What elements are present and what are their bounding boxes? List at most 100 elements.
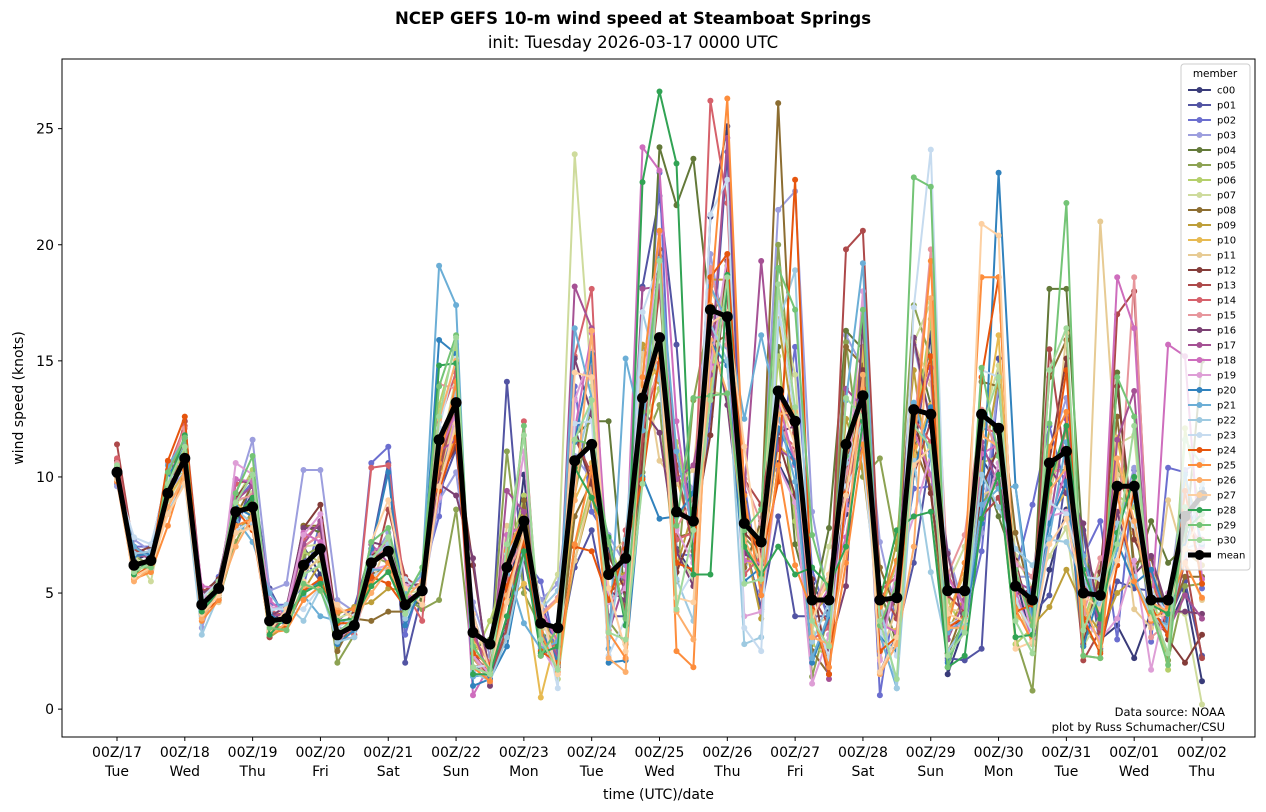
- point-mean: [976, 408, 988, 420]
- legend-label: p02: [1217, 116, 1236, 127]
- point-mean: [823, 594, 835, 606]
- point-p21: [978, 501, 985, 508]
- point-c00: [1131, 655, 1138, 662]
- point-p07: [792, 371, 799, 378]
- point-mean: [247, 501, 259, 513]
- point-mean: [806, 594, 818, 606]
- point-p16: [453, 492, 460, 499]
- x-tick-day-label: Tue: [579, 764, 604, 780]
- point-p21: [673, 448, 680, 455]
- point-p21: [758, 332, 765, 339]
- point-p10: [520, 580, 527, 587]
- point-p20: [402, 622, 409, 629]
- point-p05: [1182, 583, 1188, 590]
- point-p02: [1114, 636, 1121, 643]
- point-p28: [843, 543, 849, 550]
- point-p07: [571, 151, 578, 158]
- point-p22: [351, 634, 358, 641]
- legend-marker: [1196, 117, 1203, 123]
- point-p29: [1063, 200, 1070, 206]
- legend-label: p27: [1217, 491, 1236, 502]
- point-p29: [1080, 652, 1087, 659]
- point-mean: [704, 304, 716, 316]
- legend-item-p21: p21: [1188, 401, 1236, 412]
- legend-marker: [1196, 312, 1203, 318]
- legend-label: p03: [1217, 131, 1236, 142]
- legend-item-p27: p27: [1188, 491, 1236, 502]
- source-annotation: plot by Russ Schumacher/CSU: [1052, 720, 1225, 734]
- legend-item-p06: p06: [1188, 176, 1236, 187]
- x-tick-label: 00Z/19: [228, 745, 278, 761]
- point-p02: [1148, 638, 1155, 645]
- point-p16: [487, 682, 493, 689]
- point-p28: [470, 671, 476, 678]
- point-p04: [792, 541, 799, 548]
- point-mean: [1111, 480, 1123, 492]
- x-tick-label: 00Z/29: [906, 745, 956, 761]
- point-mean: [382, 545, 394, 557]
- point-p28: [656, 88, 663, 95]
- point-p14: [114, 455, 120, 462]
- point-p02: [792, 343, 799, 350]
- point-p09: [1046, 604, 1053, 610]
- point-p17: [758, 258, 765, 264]
- point-p21: [910, 399, 917, 406]
- point-p20: [605, 659, 612, 666]
- point-p30: [385, 534, 392, 541]
- point-p30: [1046, 367, 1053, 374]
- point-p22: [893, 685, 900, 692]
- x-tick-day-label: Sat: [851, 764, 874, 780]
- point-p12: [1182, 659, 1188, 666]
- legend-item-p18: p18: [1188, 356, 1236, 367]
- y-tick-label: 20: [36, 238, 54, 254]
- point-mean: [891, 592, 903, 604]
- point-p30: [1114, 541, 1121, 548]
- point-p23: [639, 309, 646, 316]
- x-tick-day-label: Fri: [787, 764, 804, 780]
- x-tick-day-label: Fri: [312, 764, 329, 780]
- point-p28: [910, 513, 917, 520]
- legend-item-c00: c00: [1188, 86, 1235, 97]
- point-p25: [758, 592, 765, 599]
- point-p05: [1029, 687, 1036, 694]
- legend-label: p20: [1217, 386, 1236, 397]
- legend-marker: [1196, 87, 1203, 93]
- point-p30: [571, 436, 578, 443]
- point-p02: [876, 692, 883, 699]
- legend-label: p05: [1217, 161, 1236, 172]
- axes: 0 5 10 15 20 25 00Z/17 Tue 00Z/18 Wed 00Z/19 Thu 00Z…: [11, 58, 1256, 803]
- point-p23: [300, 606, 307, 613]
- point-p18: [639, 144, 646, 151]
- x-tick-label: 00Z/22: [431, 745, 481, 761]
- point-p04: [1148, 518, 1155, 525]
- point-p05: [775, 241, 782, 248]
- point-p06: [1165, 666, 1172, 673]
- point-p30: [775, 281, 782, 288]
- legend-label: p16: [1217, 326, 1236, 337]
- point-p27: [419, 601, 426, 608]
- point-p27: [893, 634, 900, 641]
- point-p21: [453, 302, 460, 309]
- point-p01: [961, 657, 968, 664]
- point-mean: [942, 585, 954, 597]
- point-p23: [741, 624, 748, 631]
- x-tick-day-label: Wed: [644, 764, 675, 780]
- point-p30: [741, 580, 748, 587]
- point-p10: [995, 332, 1002, 339]
- legend-marker: [1194, 550, 1205, 560]
- point-p08: [1012, 529, 1019, 536]
- point-mean: [264, 615, 276, 627]
- point-p25: [639, 374, 646, 381]
- point-mean: [399, 599, 411, 611]
- point-p27: [910, 462, 917, 469]
- point-p15: [1148, 634, 1155, 641]
- x-tick-day-label: Mon: [509, 764, 539, 780]
- point-p08: [843, 343, 849, 350]
- legend-item-p02: p02: [1188, 116, 1236, 127]
- point-p20: [470, 682, 476, 689]
- point-p20: [503, 643, 510, 650]
- point-p30: [1080, 627, 1087, 634]
- legend-marker: [1196, 132, 1203, 138]
- x-tick-day-label: Thu: [713, 764, 740, 780]
